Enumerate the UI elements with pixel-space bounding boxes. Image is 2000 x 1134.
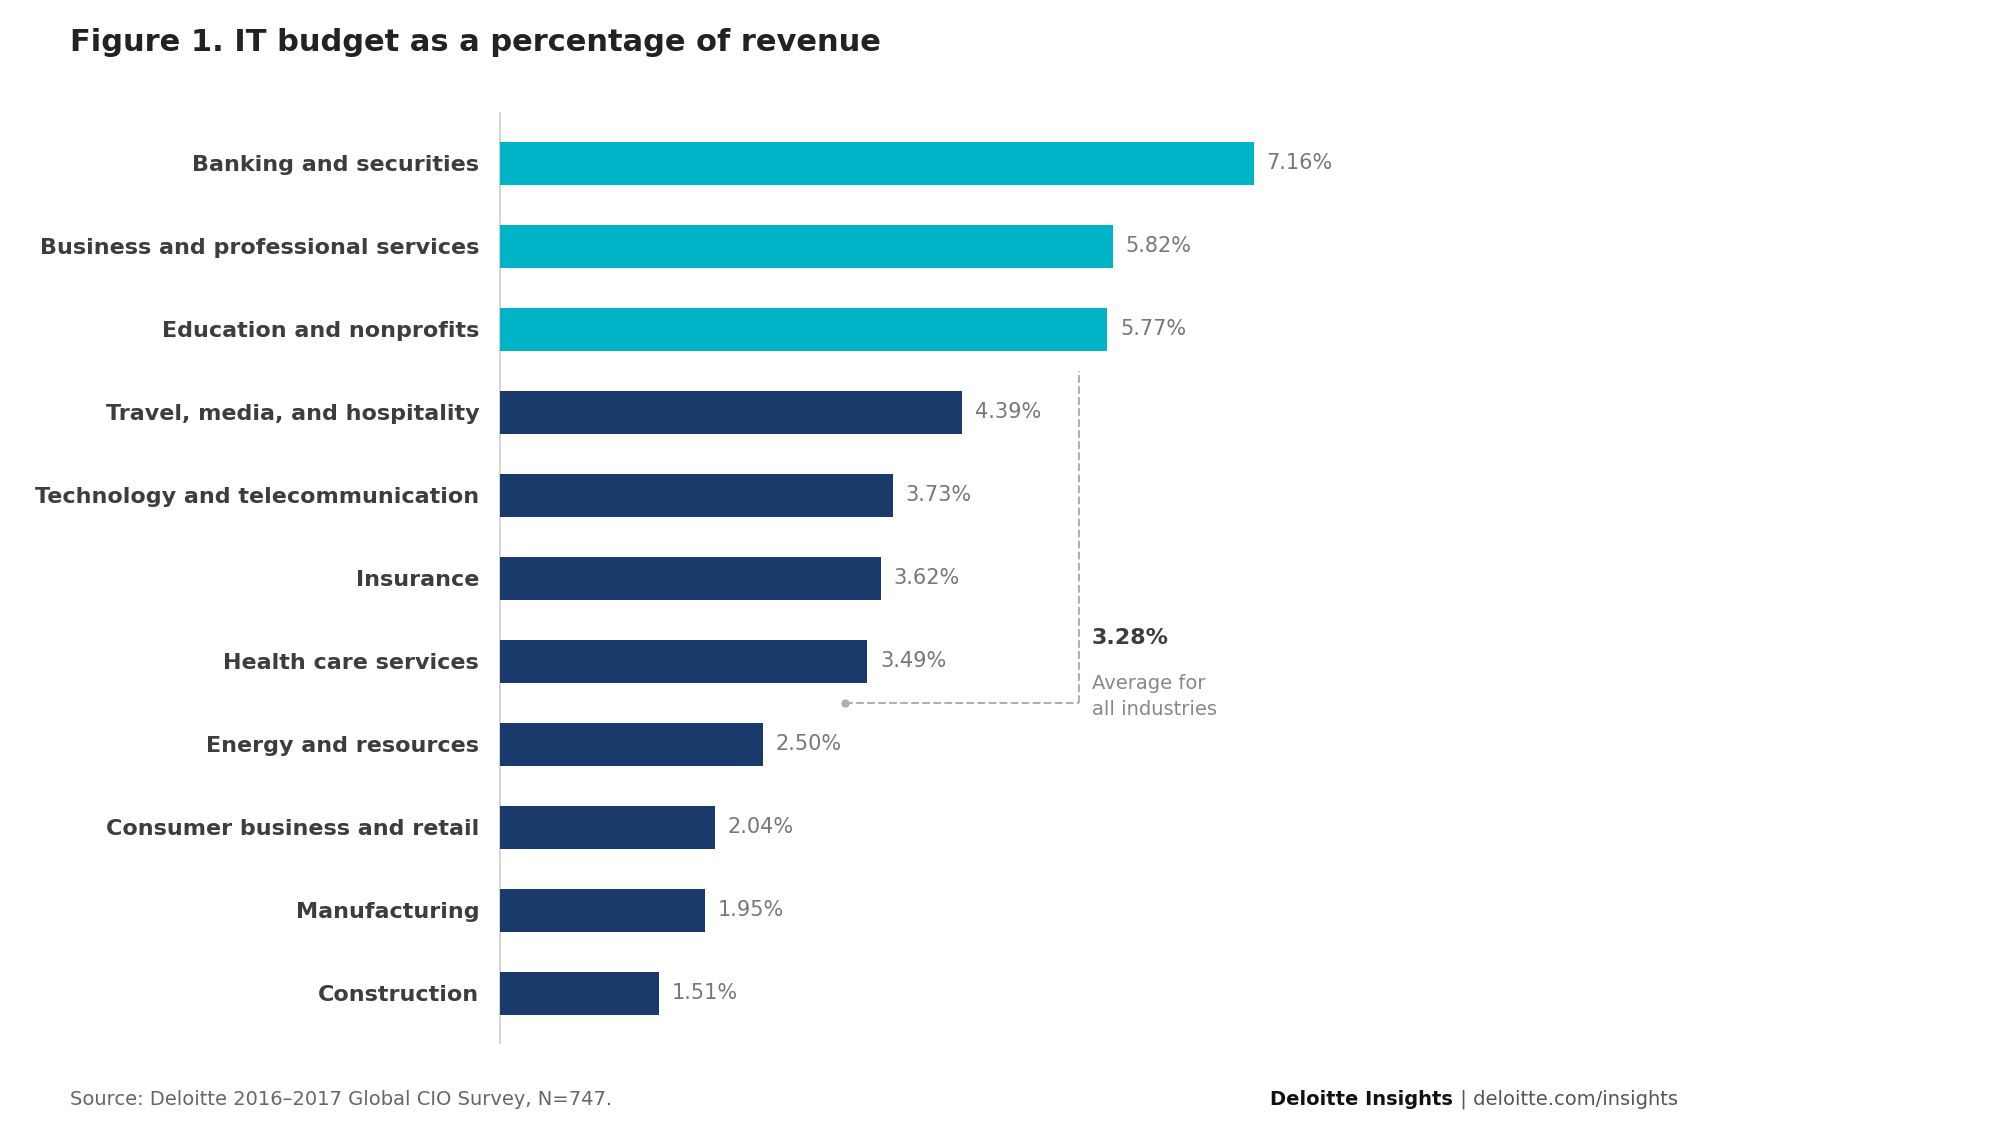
Text: 7.16%: 7.16% — [1266, 153, 1332, 174]
Text: Figure 1. IT budget as a percentage of revenue: Figure 1. IT budget as a percentage of r… — [70, 28, 880, 58]
Text: 3.62%: 3.62% — [894, 568, 960, 589]
Text: 2.04%: 2.04% — [728, 818, 794, 837]
Bar — [500, 557, 882, 600]
Bar — [500, 307, 1108, 350]
Bar — [500, 889, 706, 932]
Bar — [500, 391, 962, 434]
Text: 4.39%: 4.39% — [974, 403, 1040, 422]
Text: 1.95%: 1.95% — [718, 900, 784, 921]
Text: Deloitte Insights: Deloitte Insights — [1270, 1090, 1452, 1109]
Text: 5.77%: 5.77% — [1120, 320, 1186, 339]
Text: 5.82%: 5.82% — [1126, 236, 1192, 256]
Text: 3.73%: 3.73% — [906, 485, 972, 506]
Bar — [500, 225, 1112, 268]
Text: Source: Deloitte 2016–2017 Global CIO Survey, N=747.: Source: Deloitte 2016–2017 Global CIO Su… — [70, 1090, 612, 1109]
Text: | deloitte.com/insights: | deloitte.com/insights — [1454, 1090, 1678, 1109]
Bar — [500, 474, 892, 517]
Text: 3.28%: 3.28% — [1092, 628, 1168, 649]
Text: 2.50%: 2.50% — [776, 735, 842, 754]
Bar — [500, 972, 658, 1015]
Text: Average for
all industries: Average for all industries — [1092, 674, 1216, 719]
Bar — [500, 806, 714, 849]
Bar — [500, 722, 764, 765]
Text: 3.49%: 3.49% — [880, 651, 946, 671]
Bar — [500, 142, 1254, 185]
Text: 1.51%: 1.51% — [672, 983, 738, 1004]
Bar — [500, 640, 868, 683]
